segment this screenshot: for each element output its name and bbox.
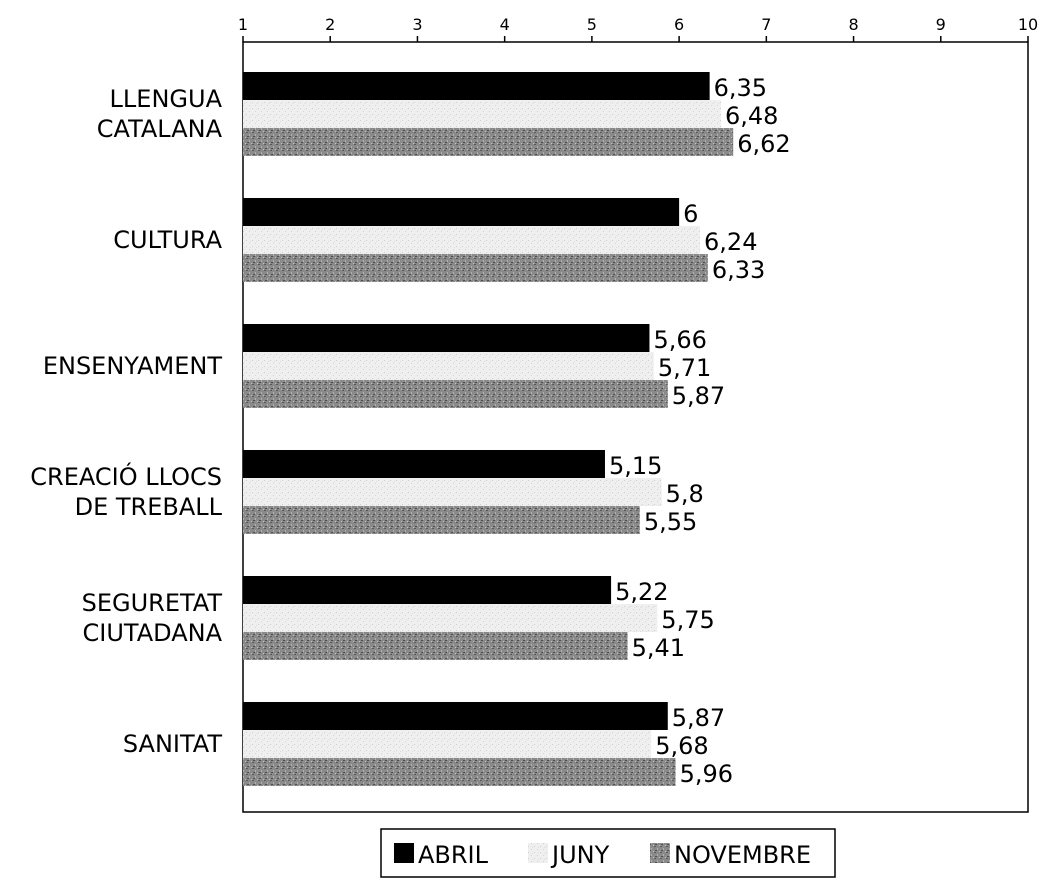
- data-label-abril: 5,15: [609, 452, 662, 480]
- legend-swatch-juny: [528, 843, 548, 863]
- bar-juny: [243, 226, 701, 254]
- bars: [243, 72, 734, 786]
- data-label-abril: 6: [683, 200, 698, 228]
- x-tick-label: 8: [848, 15, 858, 34]
- data-label-novembre: 6,62: [737, 130, 790, 158]
- bar-novembre: [243, 254, 708, 282]
- x-tick-label: 3: [412, 15, 422, 34]
- data-label-juny: 5,71: [658, 354, 711, 382]
- legend-label-abril: ABRIL: [418, 841, 489, 869]
- bar-abril: [243, 72, 710, 100]
- bar-abril: [243, 576, 612, 604]
- legend-box: [380, 828, 836, 878]
- category-label: DE TREBALL: [75, 493, 223, 521]
- data-label-abril: 6,35: [714, 74, 767, 102]
- category-label: CATALANA: [97, 115, 223, 143]
- category-label: LLENGUA: [110, 85, 223, 113]
- bar-abril: [243, 450, 605, 478]
- category-label: CREACIÓ LLOCS: [30, 461, 222, 491]
- bar-juny: [243, 730, 652, 758]
- bar-juny: [243, 352, 654, 380]
- x-tick-label: 9: [936, 15, 946, 34]
- category-label: SANITAT: [123, 730, 222, 758]
- x-tick-label: 6: [674, 15, 684, 34]
- bar-novembre: [243, 128, 734, 156]
- x-tick-label: 10: [1018, 15, 1038, 34]
- data-label-juny: 5,8: [666, 480, 704, 508]
- data-label-juny: 5,68: [655, 732, 708, 760]
- category-label: SEGURETAT: [82, 589, 223, 617]
- legend-swatch-abril: [394, 843, 414, 863]
- legend-label-novembre: NOVEMBRE: [674, 841, 811, 869]
- legend: ABRIL JUNY NOVEMBRE: [380, 828, 836, 878]
- x-tick-label: 7: [761, 15, 771, 34]
- data-label-novembre: 5,87: [672, 382, 725, 410]
- category-label: CULTURA: [113, 226, 222, 254]
- data-label-novembre: 5,96: [680, 760, 733, 788]
- data-labels: 6,356,486,6266,246,335,665,715,875,155,8…: [609, 74, 791, 788]
- category-label: ENSENYAMENT: [43, 352, 223, 380]
- data-label-abril: 5,87: [672, 704, 725, 732]
- x-tick-label: 5: [587, 15, 597, 34]
- bar-novembre: [243, 758, 676, 786]
- bar-juny: [243, 478, 662, 506]
- data-label-abril: 5,66: [653, 326, 706, 354]
- data-label-juny: 5,75: [661, 606, 714, 634]
- bar-abril: [243, 198, 680, 226]
- bar-novembre: [243, 380, 668, 408]
- data-label-novembre: 5,41: [632, 634, 685, 662]
- bar-abril: [243, 324, 650, 352]
- bar-abril: [243, 702, 668, 730]
- x-tick-label: 2: [325, 15, 335, 34]
- data-label-juny: 6,24: [704, 228, 757, 256]
- data-label-novembre: 6,33: [712, 256, 765, 284]
- x-tick-label: 4: [500, 15, 510, 34]
- data-label-abril: 5,22: [615, 578, 668, 606]
- category-label: CIUTADANA: [83, 619, 223, 647]
- data-label-novembre: 5,55: [644, 508, 697, 536]
- bar-novembre: [243, 632, 628, 660]
- bar-juny: [243, 604, 658, 632]
- legend-swatch-novembre: [650, 843, 670, 863]
- data-label-juny: 6,48: [725, 102, 778, 130]
- x-tick-label: 1: [238, 15, 248, 34]
- legend-label-juny: JUNY: [550, 841, 610, 869]
- bar-novembre: [243, 506, 640, 534]
- x-axis: 1 2 3 4 5 6 7 8 9 10: [238, 15, 1038, 42]
- plot-area-border: [242, 41, 1029, 813]
- bar-juny: [243, 100, 721, 128]
